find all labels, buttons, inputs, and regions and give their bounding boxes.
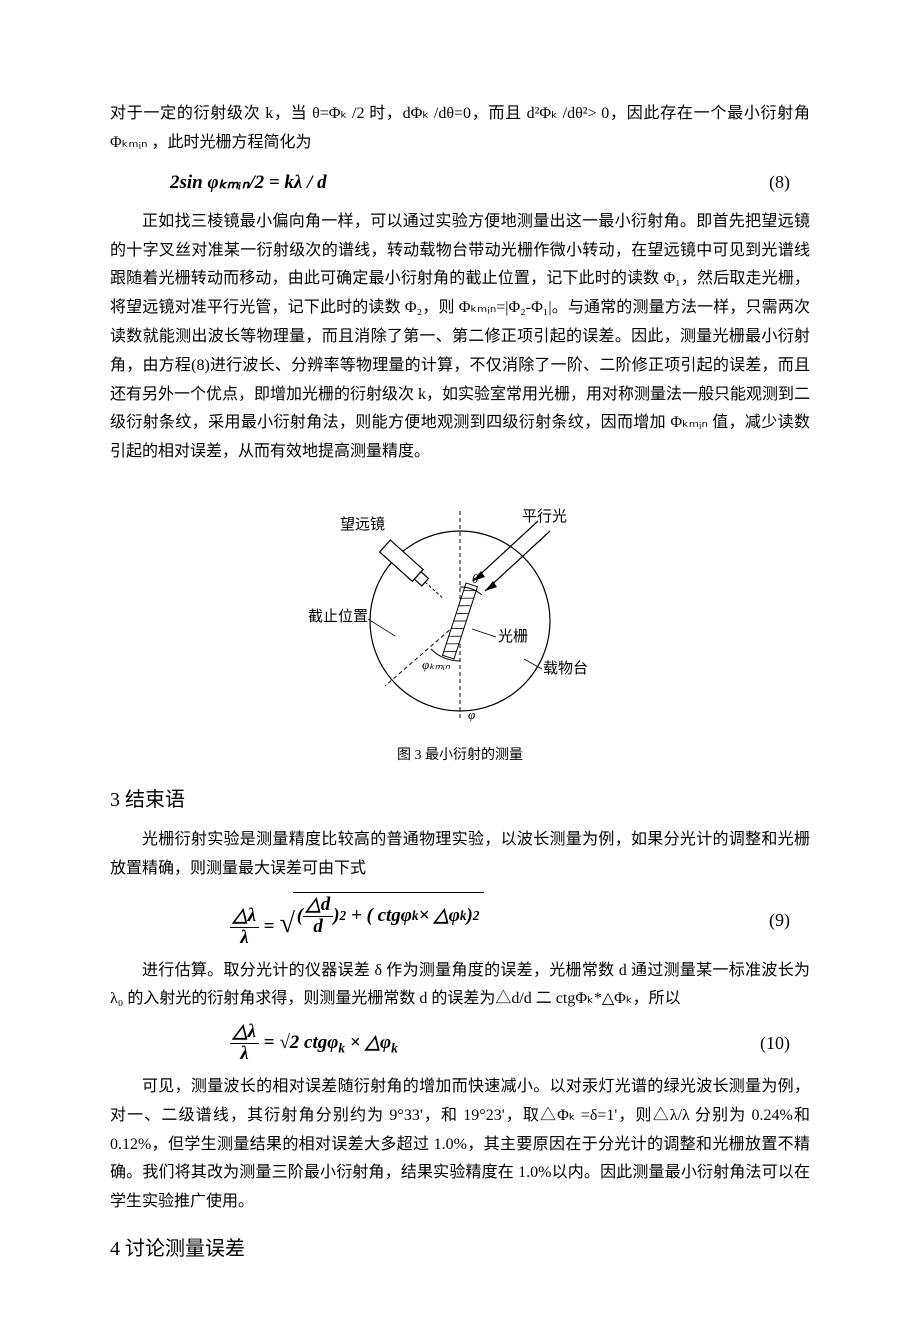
label-stop-position: 截止位置 [308,608,368,625]
section-3-para-2: 进行估算。取分光计的仪器误差 δ 作为测量角度的误差，光栅常数 d 通过测量某一… [110,957,810,1015]
paragraph-2: 正如找三棱镜最小偏向角一样，可以通过实验方便地测量出这一最小衍射角。即首先把望远… [110,208,810,467]
section-3-para-3: 可见，测量波长的相对误差随衍射角的增加而快速减小。以对汞灯光谱的绿光波长测量为例… [110,1073,810,1217]
figure-3-caption: 图 3 最小衍射的测量 [110,743,810,768]
equation-10: △λλ = √2 ctgφk × △φk [230,1022,398,1065]
label-stage: 载物台 [543,660,588,677]
svg-text:φ: φ [468,707,475,722]
equation-9-row: △λλ = √ ( △dd )2 + ( ctgφk × △φk )2 (9) [110,892,810,949]
equation-10-row: △λλ = √2 ctgφk × △φk (10) [110,1022,810,1065]
section-3-para-1: 光栅衍射实验是测量精度比较高的普通物理实验，以波长测量为例，如果分光计的调整和光… [110,826,810,884]
equation-9: △λλ = √ ( △dd )2 + ( ctgφk × △φk )2 [230,892,484,949]
equation-8-row: 2sin φₖₘᵢₙ/2 = kλ / d (8) [110,166,810,200]
equation-8: 2sin φₖₘᵢₙ/2 = kλ / d [170,166,327,200]
equation-8-number: (8) [769,166,810,198]
svg-text:θ: θ [472,571,479,586]
equation-10-number: (10) [760,1027,810,1059]
label-parallel-light: 平行光 [522,508,567,525]
intro-paragraph: 对于一定的衍射级次 k，当 θ=Φₖ /2 时，dΦₖ /dθ=0，而且 d²Φ… [110,100,810,158]
section-4-title: 4 讨论测量误差 [110,1231,810,1267]
section-3-title: 3 结束语 [110,782,810,818]
svg-text:φₖₘᵢₙ: φₖₘᵢₙ [422,657,451,672]
equation-9-number: (9) [769,904,810,936]
label-telescope: 望远镜 [340,515,385,533]
figure-3-svg: θ φₖₘᵢₙ φ 望远镜 平行光 截止位置 光栅 载物台 [300,491,620,731]
figure-3: θ φₖₘᵢₙ φ 望远镜 平行光 截止位置 光栅 载物台 图 3 最小衍射的测… [110,491,810,768]
label-grating: 光栅 [498,628,528,645]
